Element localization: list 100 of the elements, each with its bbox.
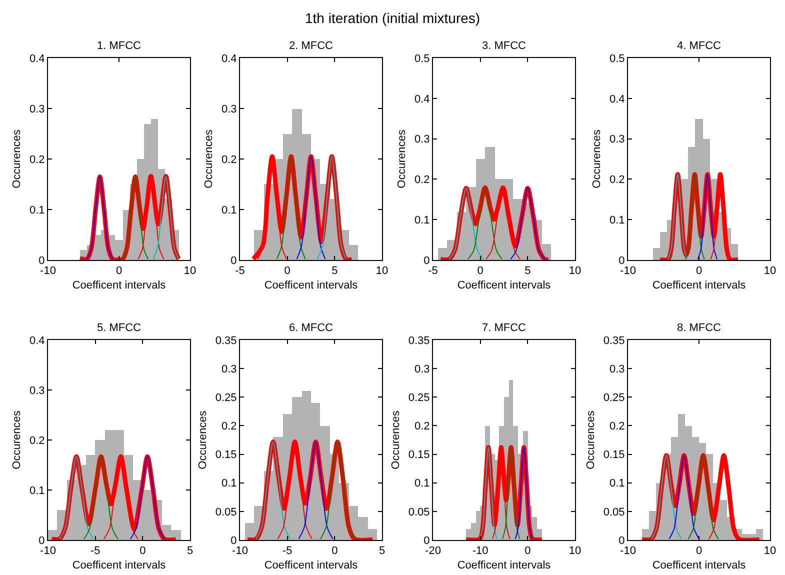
x-axis-title: Coefficent intervals xyxy=(72,559,166,572)
y-tick-label: 0.25 xyxy=(215,392,237,404)
y-tick-label: 0.3 xyxy=(414,363,430,376)
x-tick-label: -10 xyxy=(40,265,56,278)
text: 1th iteration (initial mixtures) xyxy=(305,10,480,26)
x-tick-label: 5 xyxy=(186,545,194,558)
y-tick-label: 0.3 xyxy=(222,363,237,376)
x-tick-label: -10 xyxy=(232,545,248,558)
y-tick-label: 0.3 xyxy=(222,103,237,116)
x-tick-label: 10 xyxy=(764,545,776,558)
y-tick-label: 0.05 xyxy=(408,506,430,518)
y-tick-label: 0.1 xyxy=(414,214,430,226)
y-tick-label: 0.35 xyxy=(215,334,237,347)
x-axis-title: Coefficent intervals xyxy=(457,559,552,572)
y-tick-label: 0.1 xyxy=(610,214,625,226)
chart-title: 5. MFCC xyxy=(97,322,142,334)
x-tick-label: 0 xyxy=(524,545,531,558)
x-tick-label: -10 xyxy=(620,265,636,278)
x-tick-label: 0 xyxy=(284,265,290,278)
chart-title: 7. MFCC xyxy=(482,322,526,334)
y-tick-label: 0.3 xyxy=(414,134,430,146)
y-axis-title: Occurences xyxy=(203,129,216,188)
x-tick-label: 0 xyxy=(140,545,146,558)
y-tick-label: 0 xyxy=(230,254,237,267)
y-axis-title: Occurences xyxy=(396,129,408,188)
y-tick-label: 0.3 xyxy=(610,134,625,146)
y-tick-label: 0.25 xyxy=(408,392,430,404)
y-tick-label: 0.5 xyxy=(610,52,625,65)
x-tick-label: 10 xyxy=(184,265,196,278)
x-tick-label: 10 xyxy=(568,265,582,278)
y-tick-label: 0.2 xyxy=(222,154,237,166)
x-tick-label: 5 xyxy=(524,265,531,278)
x-tick-label: 10 xyxy=(376,265,388,278)
x-tick-label: 0 xyxy=(116,265,122,278)
y-tick-label: 0.3 xyxy=(30,384,45,397)
y-tick-label: 0.2 xyxy=(610,174,625,186)
y-tick-label: 0.15 xyxy=(603,449,625,462)
x-tick-label: -20 xyxy=(425,545,441,558)
x-tick-label: 10 xyxy=(568,545,582,558)
y-tick-label: 0.4 xyxy=(414,93,430,106)
y-tick-label: 0 xyxy=(618,254,625,267)
y-tick-label: 0.05 xyxy=(215,506,237,518)
y-tick-label: 0 xyxy=(38,534,45,547)
y-tick-label: 0.15 xyxy=(408,449,430,462)
y-tick-label: 0.2 xyxy=(30,154,45,166)
y-tick-label: 0.1 xyxy=(30,484,45,497)
chart-title: 1. MFCC xyxy=(97,40,142,52)
chart-title: 4. MFCC xyxy=(677,40,722,52)
y-tick-label: 0.1 xyxy=(414,478,430,490)
x-tick-label: -5 xyxy=(90,545,100,558)
chart-title: 3. MFCC xyxy=(482,40,526,52)
x-tick-label: 5 xyxy=(378,545,386,558)
y-tick-label: 0.1 xyxy=(610,478,625,490)
y-tick-label: 0 xyxy=(618,534,625,547)
y-axis-title: Occurences xyxy=(197,410,210,470)
y-tick-label: 0.4 xyxy=(30,52,45,65)
x-tick-label: 0 xyxy=(332,545,338,558)
y-axis-title: Occurences xyxy=(591,129,604,188)
y-axis-title: Occurences xyxy=(585,410,598,470)
chart-title: 6. MFCC xyxy=(289,322,334,334)
x-tick-label: 10 xyxy=(764,265,776,278)
y-tick-label: 0 xyxy=(38,254,45,267)
y-tick-label: 0.3 xyxy=(610,363,625,376)
y-tick-label: 0.4 xyxy=(222,52,237,65)
y-tick-label: 0.15 xyxy=(215,449,237,462)
x-tick-label: -5 xyxy=(282,545,292,558)
y-tick-label: 0.2 xyxy=(30,434,45,447)
y-tick-label: 0.2 xyxy=(610,420,625,433)
x-axis-title: Coefficent intervals xyxy=(457,279,552,292)
y-tick-label: 0.4 xyxy=(30,334,45,347)
y-tick-label: 0 xyxy=(230,534,237,547)
y-tick-label: 0.3 xyxy=(30,103,45,116)
x-tick-label: -10 xyxy=(40,545,56,558)
y-axis-title: Occurences xyxy=(390,410,402,470)
y-tick-label: 0 xyxy=(424,534,430,547)
x-tick-label: -10 xyxy=(620,545,636,558)
x-axis-title: Coefficent intervals xyxy=(264,279,358,292)
y-tick-label: 0 xyxy=(424,254,430,267)
x-tick-label: -5 xyxy=(235,265,245,278)
y-axis-title: Occurences xyxy=(11,410,24,470)
x-axis-title: Coefficent intervals xyxy=(652,279,746,292)
chart-title: 2. MFCC xyxy=(289,40,334,52)
x-tick-label: 0 xyxy=(696,265,702,278)
x-tick-label: 0 xyxy=(477,265,484,278)
chart-title: 8. MFCC xyxy=(677,322,722,334)
y-tick-label: 0.2 xyxy=(414,420,430,433)
y-tick-label: 0.2 xyxy=(414,174,430,186)
x-axis-title: Coefficent intervals xyxy=(264,559,358,572)
y-tick-label: 0.25 xyxy=(603,392,625,404)
y-tick-label: 0.2 xyxy=(222,420,237,433)
x-tick-label: -10 xyxy=(472,545,488,558)
y-tick-label: 0.1 xyxy=(222,478,237,490)
y-tick-label: 0.4 xyxy=(610,93,625,106)
x-tick-label: 5 xyxy=(332,265,338,278)
y-tick-label: 0.5 xyxy=(414,52,430,65)
y-tick-label: 0.1 xyxy=(222,204,237,216)
x-tick-label: -5 xyxy=(428,265,438,278)
x-tick-label: 0 xyxy=(696,545,702,558)
y-axis-title: Occurences xyxy=(11,129,24,188)
y-tick-label: 0.35 xyxy=(408,334,430,347)
